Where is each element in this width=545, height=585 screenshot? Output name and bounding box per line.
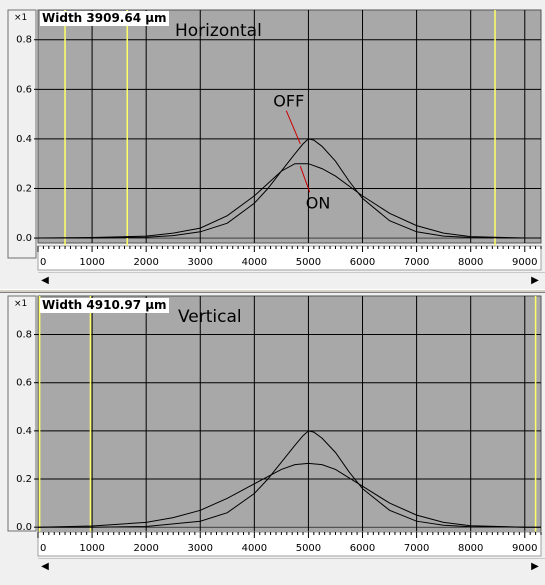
- x-tick-label: 2000: [133, 257, 158, 268]
- annotation-label: OFF: [273, 92, 304, 111]
- scroll-left-arrow-icon[interactable]: ◀: [41, 275, 49, 286]
- y-tick-label: 0.0: [16, 233, 32, 244]
- chart-title: Horizontal: [175, 21, 262, 41]
- x-tick-label: 3000: [188, 257, 213, 268]
- annotation-label: ON: [306, 193, 331, 212]
- horizontal-scrollbar[interactable]: ◀ ▶: [38, 272, 545, 289]
- panel-splitter[interactable]: [0, 289, 545, 293]
- x-tick-label: 6000: [350, 257, 375, 268]
- vertical-profile-chart: ×1 0.0 0.2 0.4 0.6 0.8 0 1000 2000 3000 4000 5000 60…: [7, 295, 542, 557]
- x-tick-label: 7000: [404, 543, 429, 554]
- x-tick-label: 0: [40, 257, 46, 268]
- y-tick-label: 0.4: [16, 426, 32, 437]
- x-axis-ruler: [37, 531, 542, 557]
- width-readout: Width 3909.64 µm: [40, 11, 169, 26]
- scroll-right-arrow-icon[interactable]: ▶: [531, 561, 539, 572]
- horizontal-profile-panel: ×1 0.0 0.2 0.4 0.6 0.8 0 1000 2000 3000 4000 5000 60…: [0, 0, 545, 290]
- x-tick-label: 9000: [512, 543, 537, 554]
- x-axis-ruler: [37, 245, 542, 271]
- x-tick-label: 8000: [458, 543, 483, 554]
- y-axis-box: [7, 295, 37, 532]
- x-tick-label: 0: [40, 543, 46, 554]
- x-tick-label: 4000: [242, 543, 267, 554]
- x-tick-label: 5000: [296, 257, 321, 268]
- x-tick-label: 9000: [512, 257, 537, 268]
- x-tick-label: 7000: [404, 257, 429, 268]
- x-tick-label: 1000: [79, 257, 104, 268]
- x-tick-label: 1000: [79, 543, 104, 554]
- y-tick-label: 0.8: [16, 330, 32, 341]
- plot-area: [37, 9, 542, 244]
- scroll-right-arrow-icon[interactable]: ▶: [531, 275, 539, 286]
- horizontal-profile-chart: ×1 0.0 0.2 0.4 0.6 0.8 0 1000 2000 3000 4000 5000 60…: [7, 9, 542, 271]
- y-tick-label: 0.6: [16, 378, 32, 389]
- y-tick-label: 0.6: [16, 84, 32, 95]
- scroll-left-arrow-icon[interactable]: ◀: [41, 561, 49, 572]
- y-tick-label: 0.8: [16, 35, 32, 46]
- series-line-on: [37, 163, 541, 239]
- x-tick-label: 6000: [350, 543, 375, 554]
- y-tick-label: 0.2: [16, 474, 32, 485]
- x-tick-label: 3000: [188, 543, 213, 554]
- plot-area: [37, 295, 542, 533]
- annotation-pointer: [285, 110, 301, 145]
- series-line-on: [37, 462, 541, 528]
- y-multiplier-label: ×1: [14, 299, 27, 309]
- x-tick-label: 4000: [242, 257, 267, 268]
- width-readout: Width 4910.97 µm: [40, 298, 169, 313]
- x-tick-label: 2000: [133, 543, 158, 554]
- vertical-profile-panel: ×1 0.0 0.2 0.4 0.6 0.8 0 1000 2000 3000 4000 5000 60…: [0, 293, 545, 583]
- y-tick-label: 0.0: [16, 522, 32, 533]
- annotation-pointer: [299, 165, 311, 193]
- horizontal-scrollbar[interactable]: ◀ ▶: [38, 558, 545, 575]
- y-axis-box: [7, 9, 37, 259]
- y-multiplier-label: ×1: [14, 13, 27, 23]
- y-tick-label: 0.2: [16, 183, 32, 194]
- x-tick-label: 8000: [458, 257, 483, 268]
- x-tick-label: 5000: [296, 543, 321, 554]
- series-line-off: [38, 430, 541, 528]
- y-tick-label: 0.4: [16, 134, 32, 145]
- chart-title: Vertical: [178, 307, 242, 327]
- series-line-off: [38, 138, 541, 239]
